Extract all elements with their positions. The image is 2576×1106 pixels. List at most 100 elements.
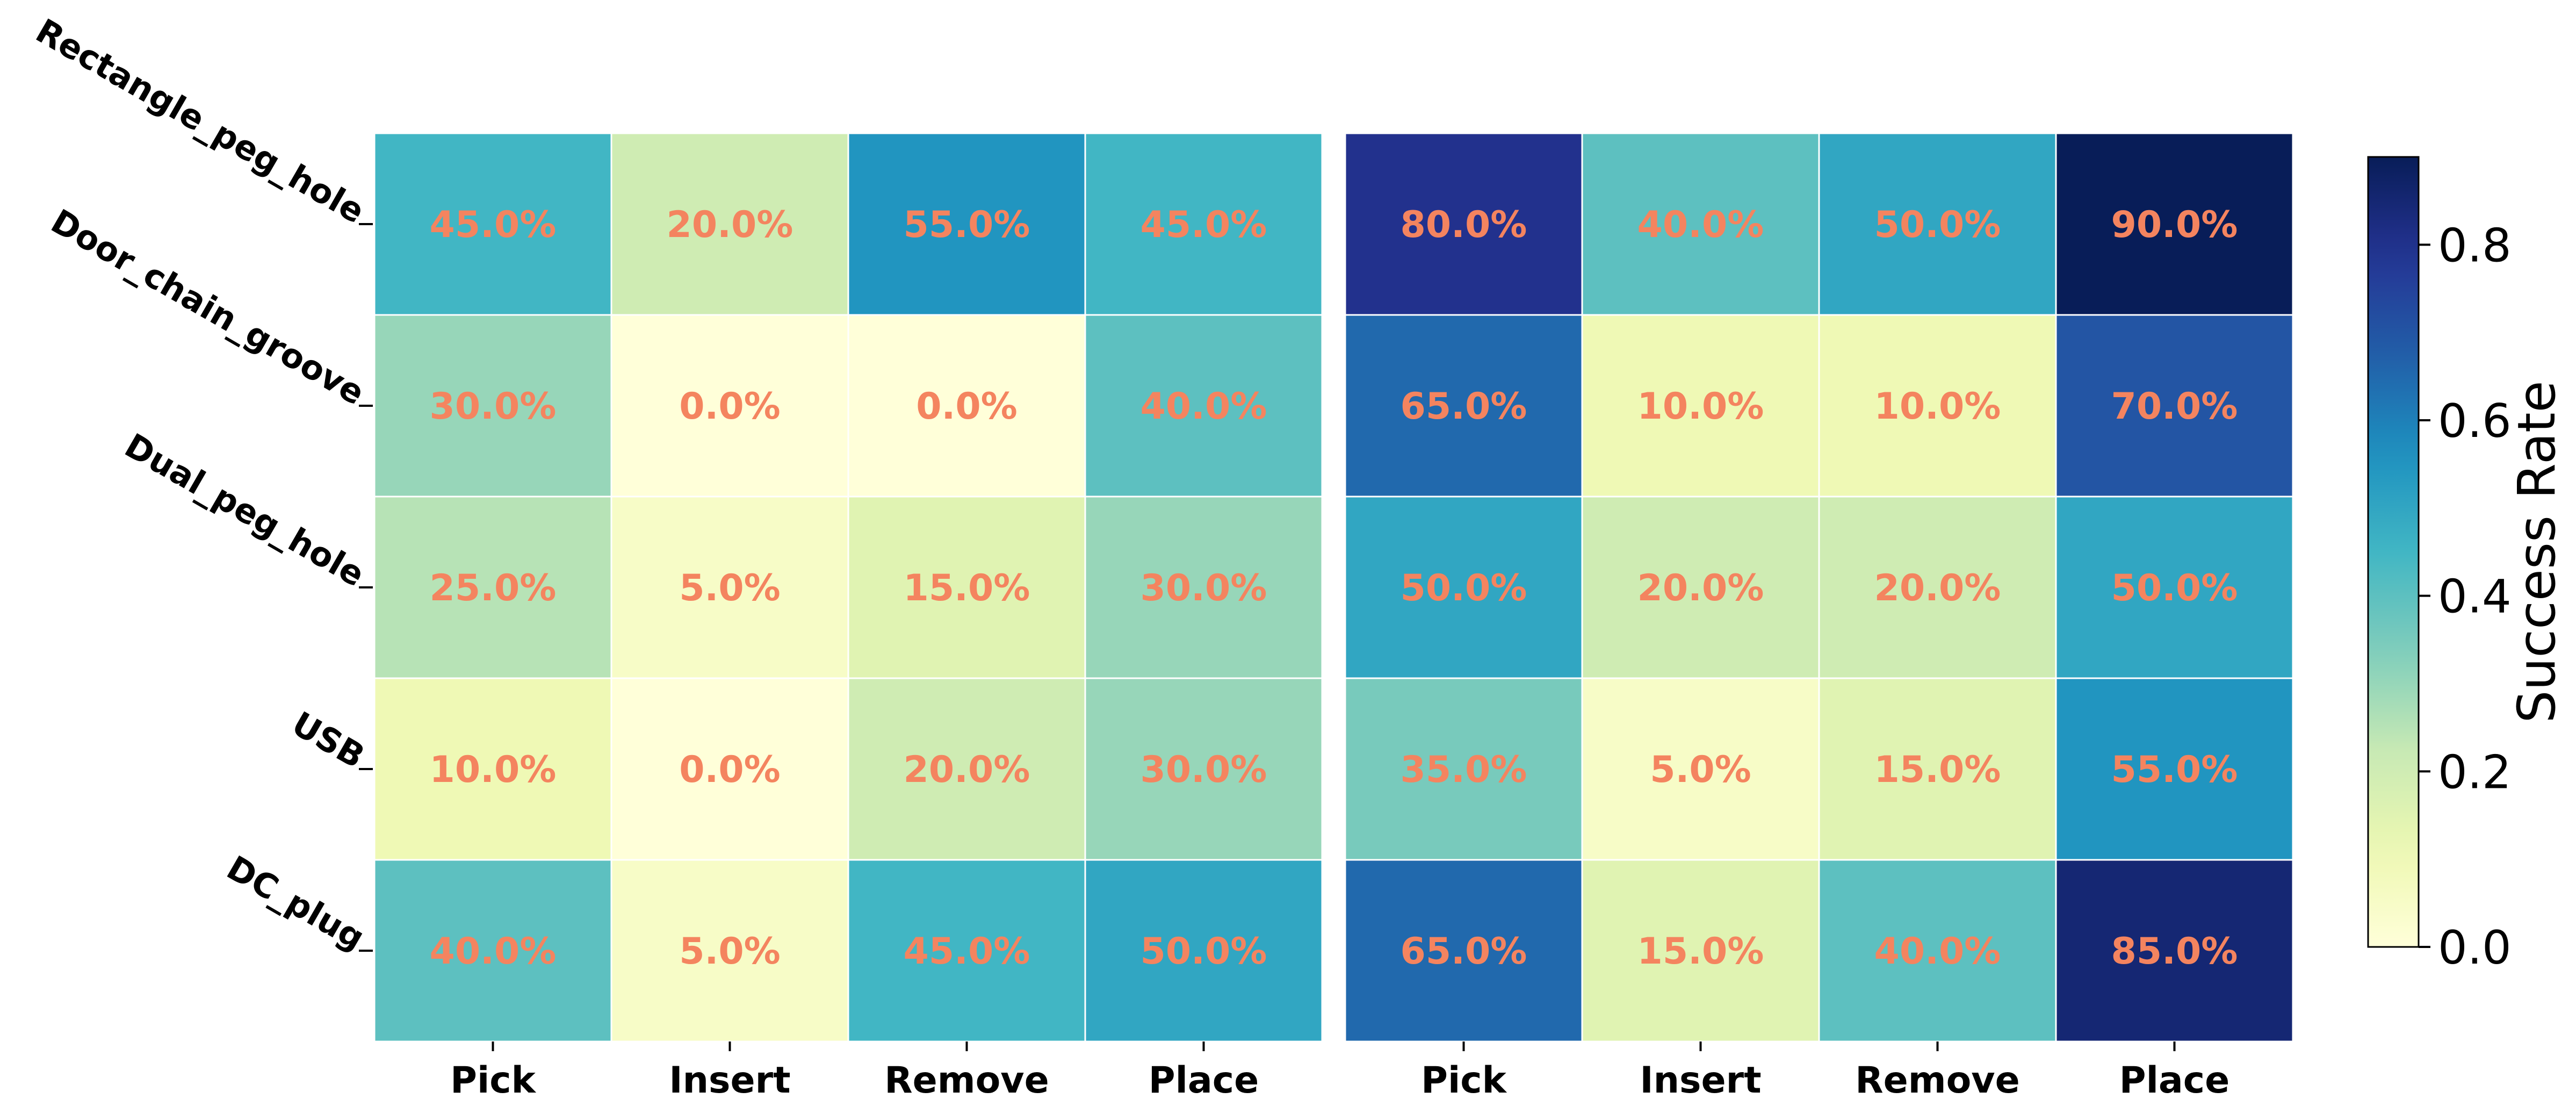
heatmap-panel-1: 45.0% 20.0% 55.0% 45.0% 30.0% 0.0% 0.0% 40.0% 25… [373, 132, 1323, 1043]
cell-value-label: 15.0% [1874, 749, 2001, 791]
heatmap-panels: 45.0% 20.0% 55.0% 45.0% 30.0% 0.0% 0.0% 40.0% 25… [373, 132, 2294, 1043]
column-label-remove: Remove [884, 1059, 1049, 1102]
cell-value-label: 5.0% [1650, 749, 1751, 791]
cell-value-label: 65.0% [1401, 385, 1527, 428]
cell-value-label: 20.0% [904, 749, 1030, 791]
heatmap-cell [373, 677, 612, 861]
colorbar: 0.0 0.2 0.4 0.6 0.8 Success Rate [2367, 156, 2567, 975]
row-label: DC_plug [220, 848, 371, 958]
cell-value-label: 40.0% [430, 930, 557, 973]
colorbar-tick-label: 0.0 [2438, 921, 2512, 975]
column-labels: Pick Insert Remove Place Pick Insert Remove Pla… [450, 1042, 2229, 1102]
colorbar-ticks: 0.0 0.2 0.4 0.6 0.8 [2419, 219, 2512, 975]
cell-value-label: 10.0% [430, 749, 557, 791]
heatmap-cell [610, 859, 849, 1043]
cell-value-label: 70.0% [2111, 385, 2238, 428]
cell-value-label: 20.0% [667, 204, 793, 246]
heatmap-cell [1818, 859, 2057, 1043]
cell-value-label: 40.0% [1874, 930, 2001, 973]
heatmap-cell [1344, 132, 1583, 316]
cell-value-label: 20.0% [1874, 567, 2001, 609]
cell-value-label: 0.0% [679, 385, 781, 428]
heatmap-cell [373, 859, 612, 1043]
row-label: Rectangle_peg_hole [30, 11, 371, 231]
heatmap-cell [610, 495, 849, 679]
heatmap-cell [1084, 495, 1323, 679]
cell-value-label: 5.0% [679, 930, 781, 973]
heatmap-cell [610, 314, 849, 498]
cell-value-label: 45.0% [904, 930, 1030, 973]
heatmap-cell [847, 677, 1086, 861]
row-label: Door_chain_groove [45, 202, 371, 413]
colorbar-tick-label: 0.6 [2438, 394, 2512, 448]
row-label: Dual_peg_hole [118, 426, 371, 594]
heatmap-cell [1818, 495, 2057, 679]
heatmap-cell [847, 132, 1086, 316]
colorbar-title: Success Rate [2507, 380, 2567, 723]
cell-value-label: 50.0% [1874, 204, 2001, 246]
cell-value-label: 25.0% [430, 567, 557, 609]
cell-value-label: 30.0% [1141, 749, 1267, 791]
colorbar-tick-label: 0.4 [2438, 570, 2512, 624]
heatmap-cell [1818, 314, 2057, 498]
cell-value-label: 50.0% [1401, 567, 1527, 609]
cell-value-label: 10.0% [1874, 385, 2001, 428]
column-label-place: Place [2119, 1059, 2229, 1102]
cell-value-label: 50.0% [1141, 930, 1267, 973]
cell-value-label: 80.0% [1401, 204, 1527, 246]
heatmap-cell [1581, 132, 1820, 316]
column-label-insert: Insert [1640, 1059, 1761, 1102]
cell-value-label: 30.0% [1141, 567, 1267, 609]
cell-value-label: 5.0% [679, 567, 781, 609]
column-label-insert: Insert [669, 1059, 790, 1102]
cell-value-label: 65.0% [1401, 930, 1527, 973]
cell-value-label: 85.0% [2111, 930, 2238, 973]
cell-value-label: 20.0% [1637, 567, 1764, 609]
cell-value-label: 45.0% [430, 204, 557, 246]
cell-value-label: 15.0% [904, 567, 1030, 609]
heatmap-cell [1344, 314, 1583, 498]
heatmap-cell [1818, 677, 2057, 861]
heatmap-cell [2055, 859, 2294, 1043]
cell-value-label: 40.0% [1637, 204, 1764, 246]
heatmap-cell [2055, 132, 2294, 316]
heatmap-cell [1581, 859, 1820, 1043]
heatmap-cell [1084, 314, 1323, 498]
heatmap-cell [610, 677, 849, 861]
row-labels: Rectangle_peg_holeDoor_chain_grooveDual_… [30, 11, 373, 958]
cell-value-label: 55.0% [904, 204, 1030, 246]
heatmap-cell [1344, 859, 1583, 1043]
column-label-remove: Remove [1855, 1059, 2020, 1102]
column-label-pick: Pick [450, 1059, 536, 1102]
cell-value-label: 45.0% [1141, 204, 1267, 246]
heatmap-cell [1084, 859, 1323, 1043]
colorbar-tick-label: 0.2 [2438, 745, 2512, 799]
colorbar-tick-label: 0.8 [2438, 219, 2512, 272]
heatmap-cell [1084, 132, 1323, 316]
cell-value-label: 30.0% [430, 385, 557, 428]
heatmap-cell [1344, 495, 1583, 679]
heatmap-cell [2055, 314, 2294, 498]
heatmap-cell [1084, 677, 1323, 861]
colorbar-gradient [2367, 156, 2420, 948]
cell-value-label: 35.0% [1401, 749, 1527, 791]
heatmap-cell [610, 132, 849, 316]
cell-value-label: 55.0% [2111, 749, 2238, 791]
cell-value-label: 0.0% [679, 749, 781, 791]
heatmap-cell [373, 314, 612, 498]
column-label-pick: Pick [1421, 1059, 1507, 1102]
heatmap-cell [373, 132, 612, 316]
heatmap-cell [1818, 132, 2057, 316]
row-label: USB [285, 704, 371, 776]
cell-value-label: 50.0% [2111, 567, 2238, 609]
heatmap-cell [2055, 677, 2294, 861]
cell-value-label: 40.0% [1141, 385, 1267, 428]
cell-value-label: 10.0% [1637, 385, 1764, 428]
cell-value-label: 90.0% [2111, 204, 2238, 246]
column-label-place: Place [1149, 1059, 1259, 1102]
heatmap-cell [847, 859, 1086, 1043]
heatmap-panel-2: 80.0% 40.0% 50.0% 90.0% 65.0% 10.0% 10.0% 70.0%… [1344, 132, 2294, 1043]
cell-value-label: 15.0% [1637, 930, 1764, 973]
cell-value-label: 0.0% [916, 385, 1018, 428]
